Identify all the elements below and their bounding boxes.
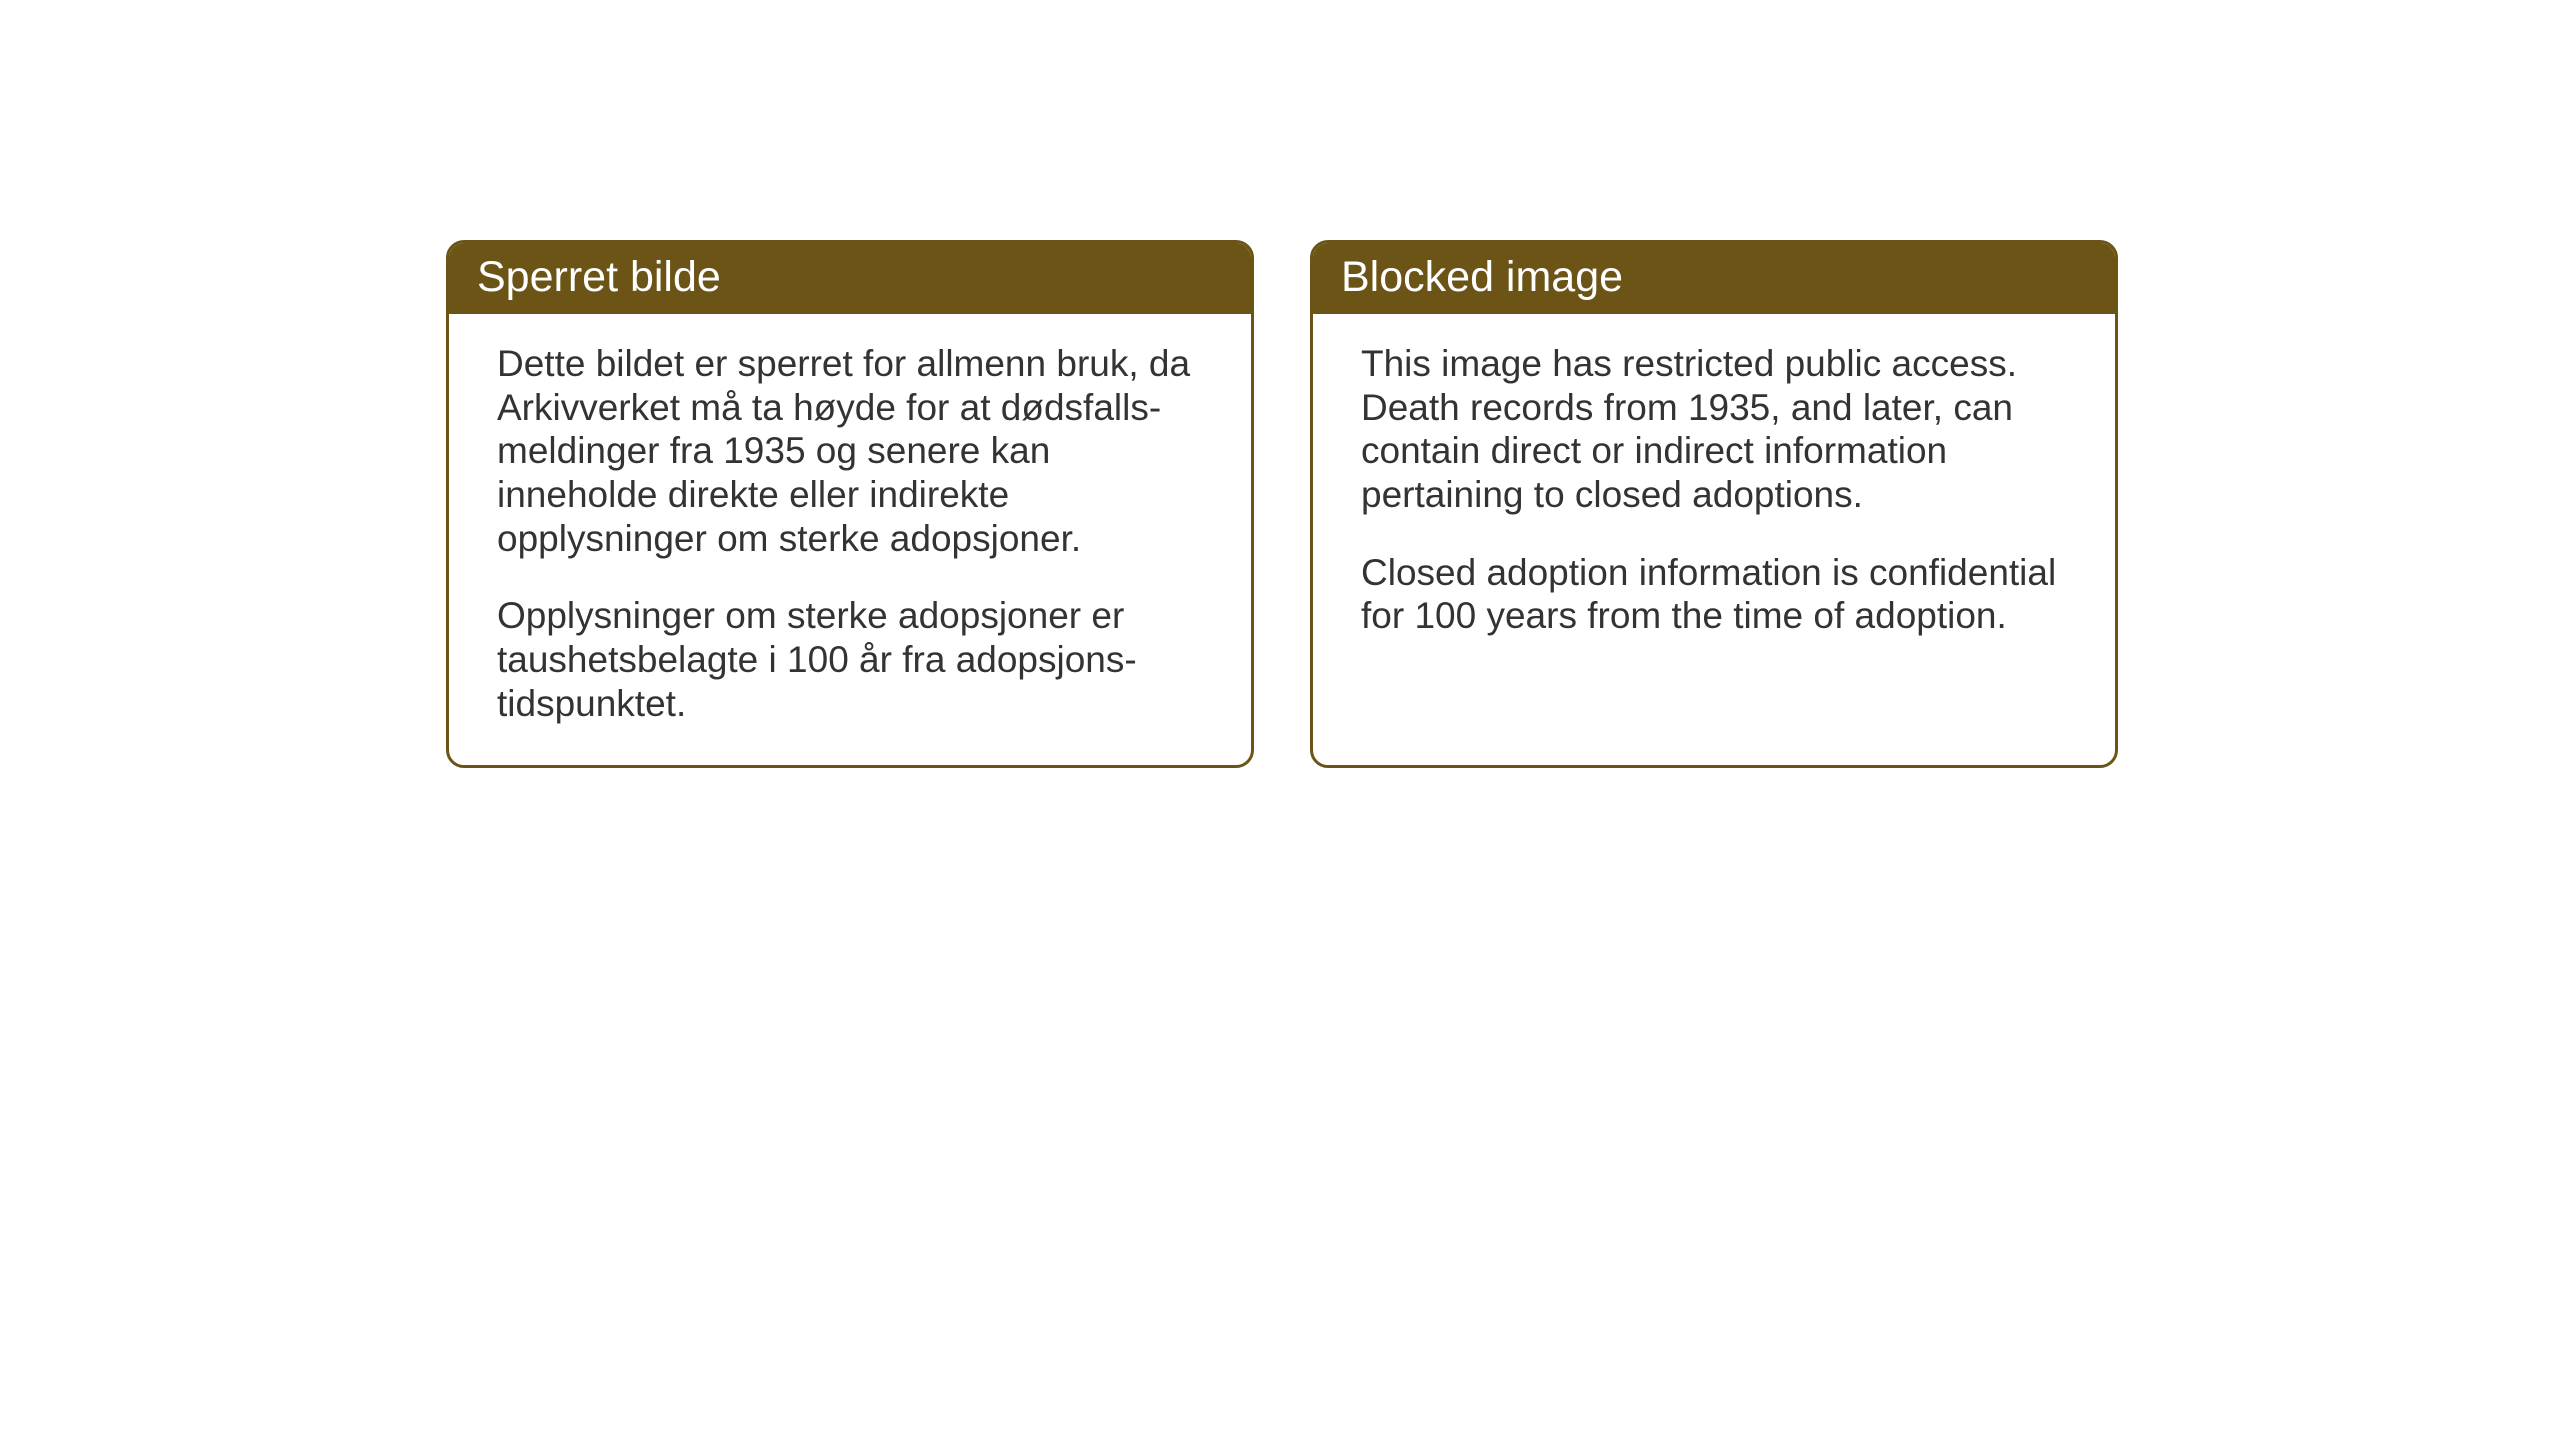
notice-title-norwegian: Sperret bilde — [477, 253, 721, 301]
notice-title-english: Blocked image — [1341, 253, 1623, 301]
notice-paragraph-2-norwegian: Opplysninger om sterke adopsjoner er tau… — [497, 594, 1203, 725]
notice-body-norwegian: Dette bildet er sperret for allmenn bruk… — [449, 314, 1251, 765]
notice-header-norwegian: Sperret bilde — [449, 243, 1251, 314]
notice-card-norwegian: Sperret bilde Dette bildet er sperret fo… — [446, 240, 1254, 768]
notice-paragraph-1-english: This image has restricted public access.… — [1361, 342, 2067, 517]
notice-container: Sperret bilde Dette bildet er sperret fo… — [446, 240, 2118, 768]
notice-paragraph-1-norwegian: Dette bildet er sperret for allmenn bruk… — [497, 342, 1203, 560]
notice-paragraph-2-english: Closed adoption information is confident… — [1361, 551, 2067, 638]
notice-card-english: Blocked image This image has restricted … — [1310, 240, 2118, 768]
notice-body-english: This image has restricted public access.… — [1313, 314, 2115, 678]
notice-header-english: Blocked image — [1313, 243, 2115, 314]
